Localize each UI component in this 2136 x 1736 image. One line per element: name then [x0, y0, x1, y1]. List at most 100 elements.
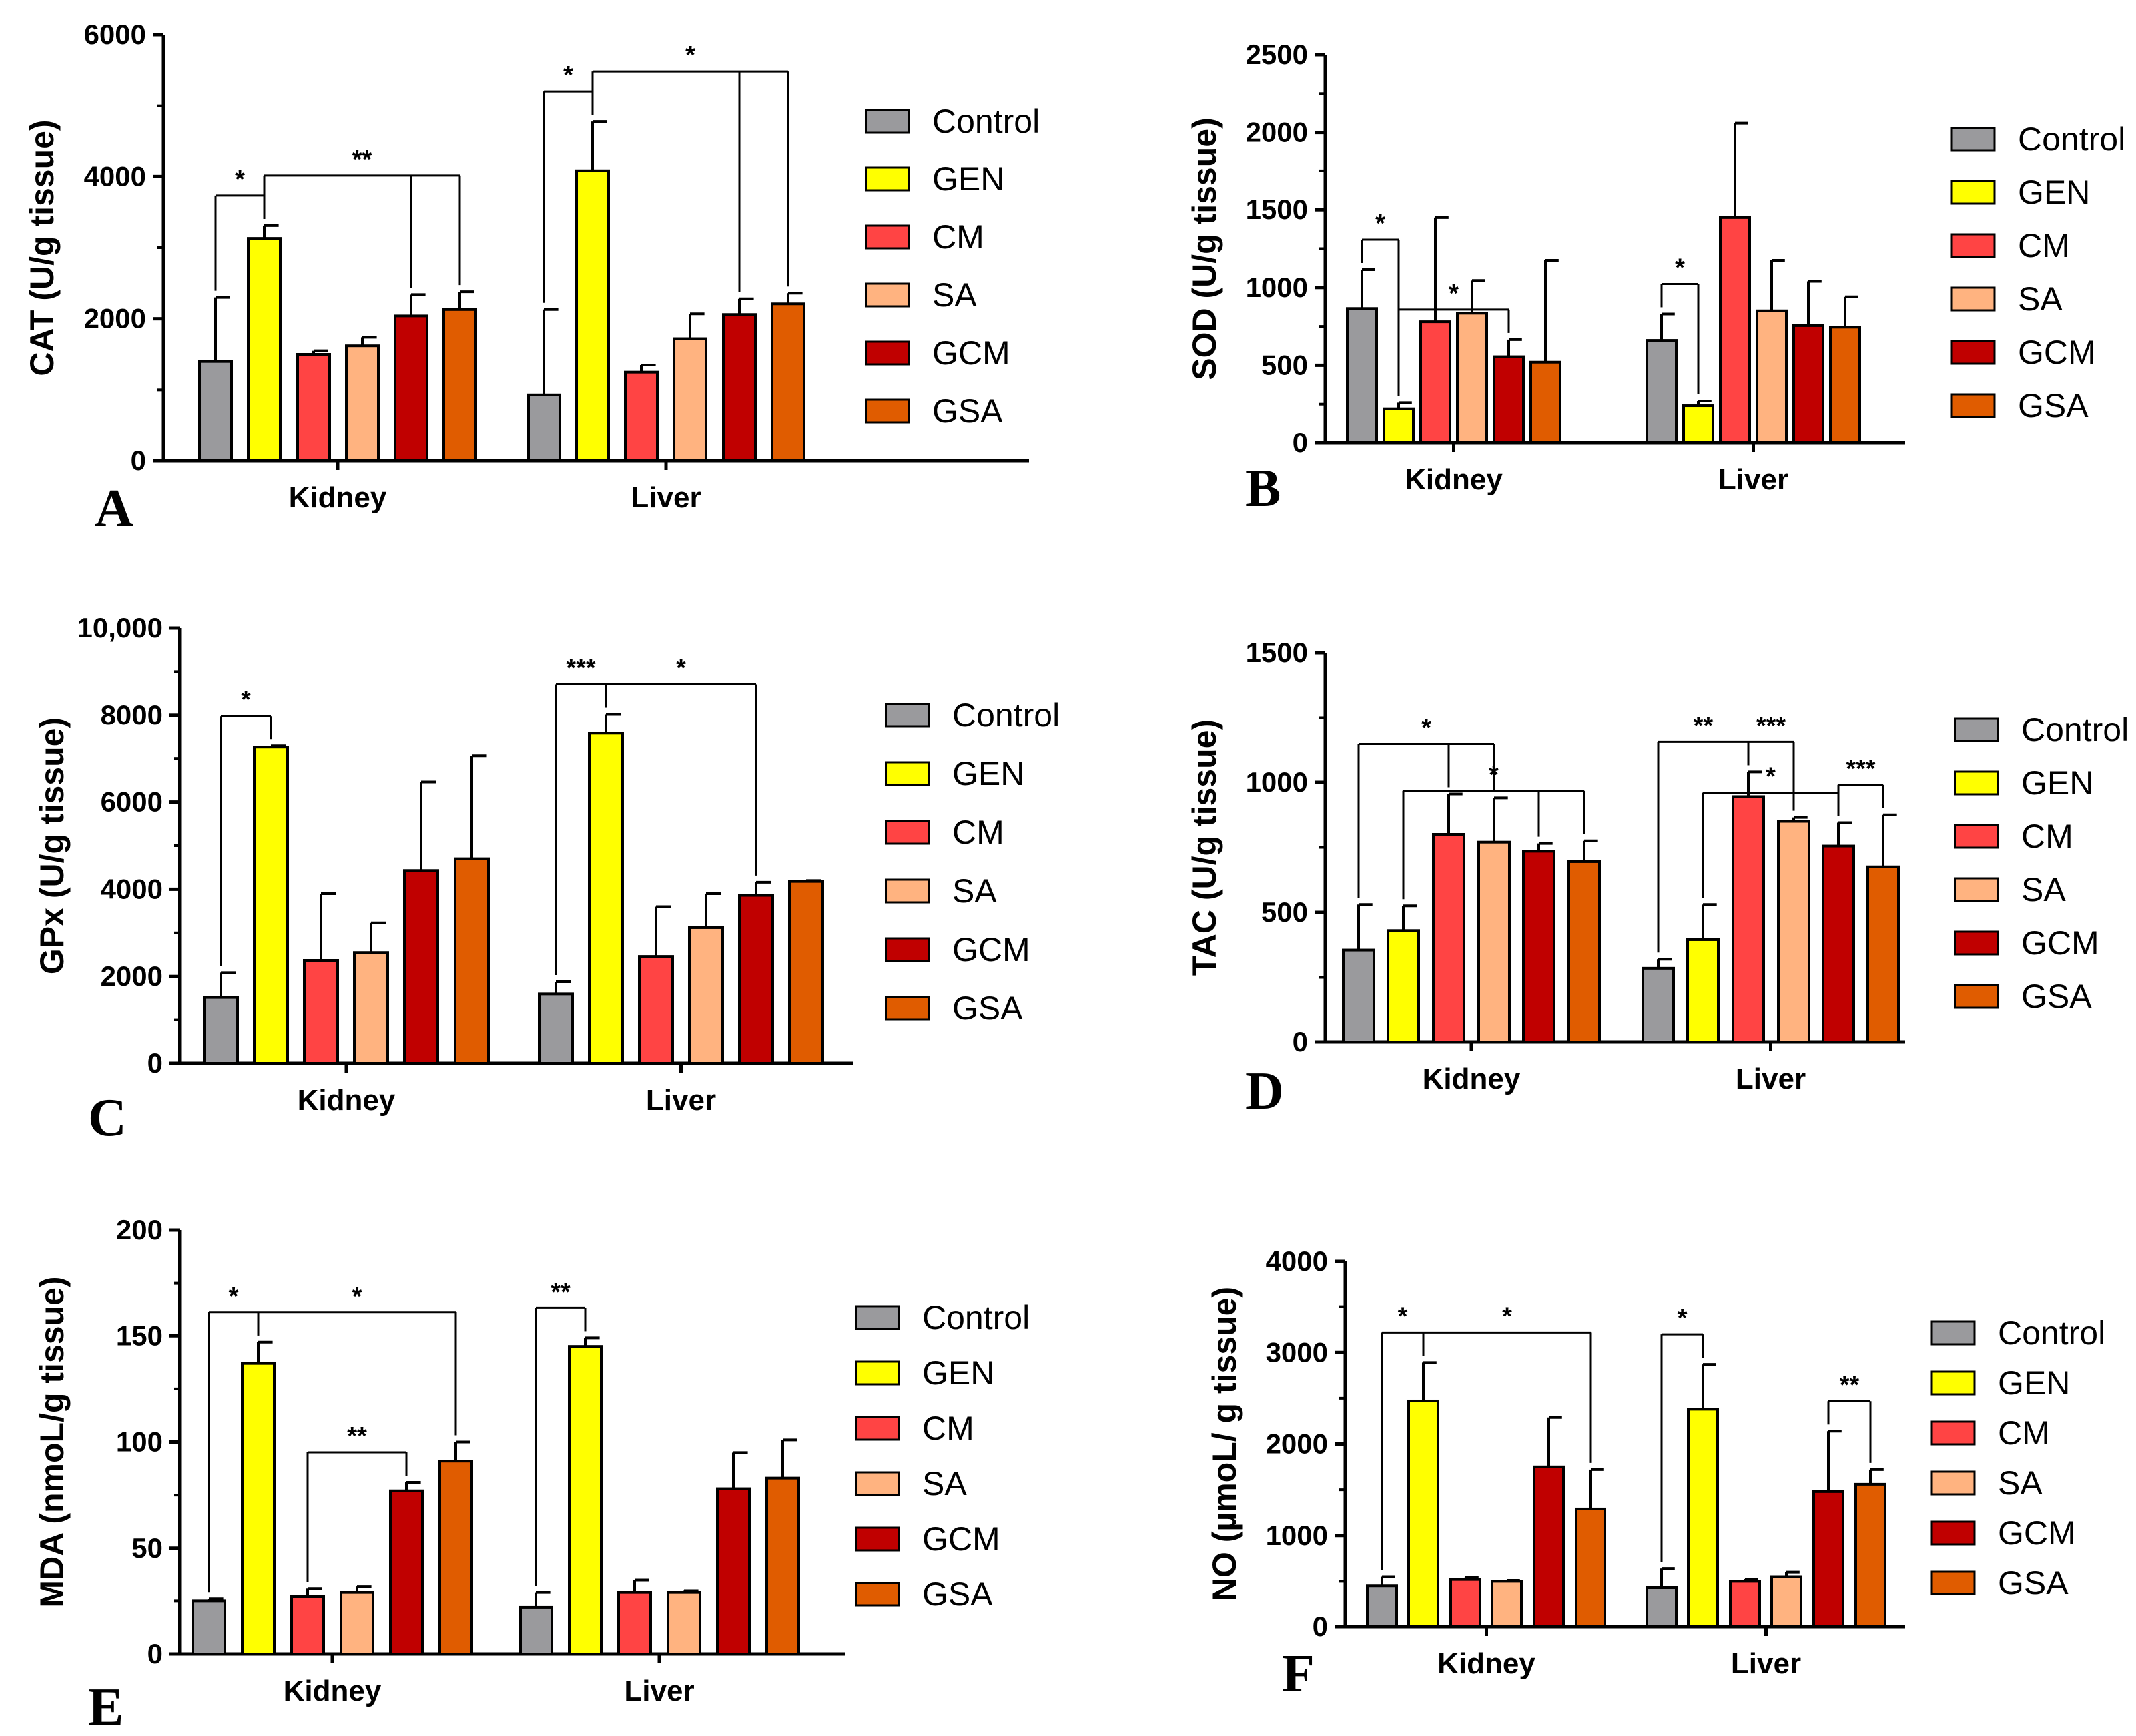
- legend-swatch-cm: [885, 820, 930, 845]
- legend-label: GCM: [1998, 1514, 2076, 1552]
- y-tick-label: 0: [147, 1638, 163, 1669]
- significance-label: *: [1489, 761, 1499, 789]
- significance-bracket: *: [257, 1283, 457, 1436]
- panel-letter: A: [95, 479, 133, 538]
- legend-swatch-gsa: [1954, 984, 1999, 1009]
- y-tick-label: 2500: [1246, 39, 1308, 70]
- bar-kidney-gen: [253, 746, 289, 1065]
- bar-liver-gcm: [738, 894, 774, 1065]
- bar-kidney-gsa: [1575, 1507, 1606, 1629]
- significance-bracket: *: [591, 41, 789, 292]
- bar-liver-sa: [1777, 820, 1810, 1043]
- legend: Control GEN CM SA GCM GSA: [1930, 1314, 2105, 1601]
- chart-panel-f: 0 1000 2000 3000 4000 NO (µmoL/ g tissue) Kidn…: [1206, 1245, 2105, 1703]
- legend-label: GEN: [2021, 764, 2093, 802]
- y-axis-title: CAT (U/g tissue): [23, 119, 61, 376]
- bar-kidney-cm: [303, 959, 339, 1065]
- significance-bracket: *: [1660, 254, 1700, 395]
- legend-label: Control: [2021, 711, 2129, 748]
- x-tick-label: Liver: [1736, 1063, 1806, 1095]
- x-tick-label: Kidney: [1437, 1647, 1535, 1680]
- bar-kidney-sa: [1456, 312, 1488, 445]
- legend-label: SA: [922, 1465, 967, 1502]
- bar-kidney-gcm: [403, 869, 439, 1065]
- significance-label: *: [563, 61, 573, 89]
- x-tick-label: Kidney: [1405, 463, 1503, 496]
- bar-liver-gen: [1687, 1408, 1719, 1628]
- legend-label: CM: [2021, 818, 2073, 855]
- legend-swatch-gsa: [885, 996, 930, 1021]
- bar-kidney-control: [1342, 948, 1375, 1044]
- bar-liver-gen: [1686, 938, 1720, 1043]
- chart-panel-c: 0 2000 4000 6000 8000 10,000 GPx (U/g tissue) K…: [33, 612, 1060, 1147]
- significance-bracket: *: [605, 654, 757, 876]
- y-tick-label: 2000: [1246, 117, 1308, 148]
- significance-label: **: [1840, 1371, 1860, 1399]
- legend-swatch-gcm: [1954, 930, 1999, 956]
- panel-letter: D: [1246, 1062, 1284, 1121]
- bar-liver-cm: [624, 370, 659, 463]
- legend-label: GEN: [1998, 1364, 2070, 1402]
- bar-kidney-cm: [1432, 833, 1465, 1043]
- legend-label: SA: [2018, 280, 2063, 318]
- legend-swatch-gcm: [855, 1526, 900, 1552]
- bar-kidney-gsa: [442, 308, 477, 462]
- legend-swatch-gsa: [1930, 1570, 1976, 1595]
- legend-swatch-gcm: [1930, 1520, 1976, 1546]
- legend-swatch-control: [1930, 1320, 1976, 1346]
- significance-label: *: [1502, 1302, 1512, 1330]
- legend-label: CM: [2018, 227, 2070, 264]
- y-tick-label: 200: [116, 1214, 163, 1245]
- significance-bracket: *: [1702, 762, 1840, 898]
- y-tick-label: 6000: [101, 786, 163, 818]
- y-tick-label: 0: [1293, 1026, 1308, 1057]
- bar-kidney-cm: [296, 353, 331, 462]
- significance-bracket: ***: [1837, 755, 1884, 816]
- significance-label: *: [235, 166, 245, 194]
- legend-swatch-cm: [865, 224, 910, 250]
- significance-label: **: [352, 146, 372, 174]
- legend-swatch-cm: [1950, 233, 1996, 258]
- legend-label: GSA: [2021, 978, 2092, 1015]
- y-axis-title: NO (µmoL/ g tissue): [1206, 1287, 1243, 1601]
- legend-label: SA: [952, 872, 997, 910]
- bar-kidney-gen: [1407, 1399, 1439, 1628]
- bar-liver-gsa: [788, 880, 824, 1065]
- bar-liver-control: [538, 992, 574, 1065]
- y-tick-label: 500: [1261, 896, 1308, 928]
- y-tick-label: 0: [147, 1047, 163, 1079]
- legend: Control GEN CM SA GCM GSA: [855, 1299, 1030, 1613]
- y-tick-label: 2000: [1266, 1428, 1328, 1460]
- significance-label: ***: [1846, 755, 1876, 783]
- bar-liver-cm: [638, 955, 674, 1065]
- bar-kidney-gsa: [438, 1460, 473, 1656]
- legend-swatch-cm: [1930, 1420, 1976, 1446]
- significance-label: **: [1694, 712, 1714, 740]
- y-tick-label: 1000: [1246, 272, 1308, 303]
- chart-panel-d: 0 500 1000 1500 TAC (U/g tissue) Kidney Liver *…: [1186, 637, 2129, 1121]
- chart-panel-a: 0 2000 4000 6000 CAT (U/g tissue) Kidney Liver…: [23, 19, 1040, 538]
- bar-kidney-sa: [1477, 840, 1511, 1043]
- x-tick-label: Liver: [631, 481, 701, 514]
- significance-label: *: [352, 1283, 362, 1310]
- y-tick-label: 0: [1313, 1611, 1328, 1642]
- legend-swatch-gsa: [865, 398, 910, 424]
- y-tick-label: 3000: [1266, 1336, 1328, 1368]
- legend-swatch-control: [1954, 717, 1999, 742]
- x-tick-label: Liver: [646, 1084, 716, 1117]
- bar-kidney-gsa: [1567, 860, 1601, 1043]
- legend-label: Control: [1998, 1314, 2105, 1352]
- y-tick-label: 10,000: [77, 612, 163, 643]
- bar-liver-sa: [1770, 1575, 1802, 1628]
- legend-label: Control: [952, 697, 1060, 734]
- bar-liver-cm: [1732, 795, 1765, 1043]
- significance-bracket: **: [1827, 1371, 1872, 1463]
- legend-label: GEN: [2018, 174, 2090, 211]
- legend-label: CM: [1998, 1414, 2050, 1452]
- bar-kidney-cm: [1419, 320, 1451, 444]
- panel-letter: B: [1246, 459, 1281, 518]
- significance-label: *: [229, 1283, 239, 1310]
- bar-kidney-gcm: [394, 314, 428, 462]
- bar-liver-gsa: [1854, 1482, 1886, 1628]
